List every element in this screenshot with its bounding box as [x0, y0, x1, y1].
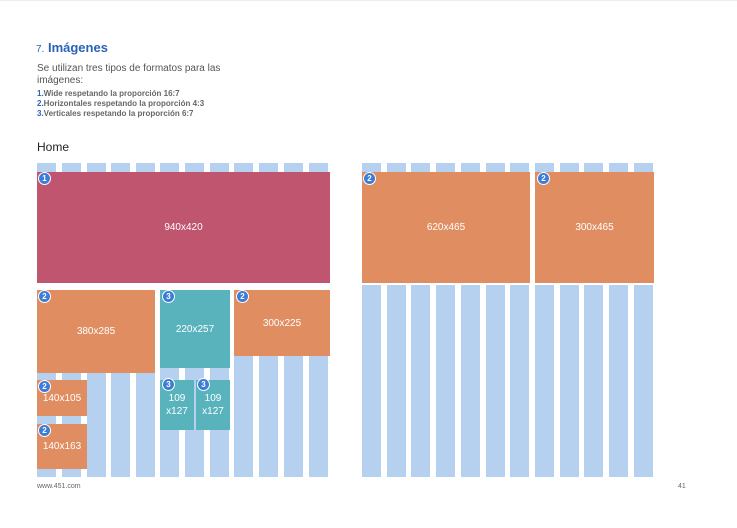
rule-vertical: 3.Verticales respetando la proporción 6:… — [37, 109, 194, 118]
image-size-label: 140x163 — [42, 441, 82, 452]
grid-heading: Home — [37, 140, 70, 154]
image-size-label: 940x420 — [164, 222, 203, 233]
image-size-label: 620x465 — [426, 222, 466, 233]
rule-text: Wide respetando la proporción 16:7 — [43, 89, 180, 98]
top-rule — [0, 0, 737, 1]
image-vertical-220x257: 220x257 — [160, 290, 230, 368]
row-gutter — [362, 283, 654, 285]
image-size-label: 380x285 — [76, 326, 116, 337]
rule-horizontal: 2.Horizontales respetando la proporción … — [37, 99, 204, 108]
image-size-label: 220x257 — [175, 323, 215, 335]
format-badge: 2 — [236, 290, 249, 303]
image-horizontal-620x465: 620x465 — [362, 172, 530, 283]
format-badge: 2 — [38, 380, 51, 393]
format-badge: 2 — [363, 172, 376, 185]
row-gutter — [37, 283, 330, 290]
section-name: Imágenes — [47, 40, 108, 55]
rule-text: Verticales respetando la proporción 6:7 — [43, 109, 194, 118]
format-badge: 3 — [162, 290, 175, 303]
image-size-label: 300x225 — [262, 317, 302, 329]
section-number: 7. — [36, 44, 45, 55]
image-wide-940x420: 940x420 — [37, 172, 330, 283]
footer-url: www.451.com — [37, 483, 81, 490]
label-line: 109 — [204, 393, 222, 404]
format-badge: 2 — [38, 290, 51, 303]
page-number: 41 — [678, 483, 686, 490]
image-horizontal-300x225: 300x225 — [234, 290, 330, 356]
image-size-label: 109 x127 — [166, 392, 188, 418]
image-horizontal-300x465: 300x465 — [535, 172, 654, 283]
rule-text: Horizontales respetando la proporción 4:… — [43, 99, 205, 108]
rule-wide: 1.Wide respetando la proporción 16:7 — [37, 89, 180, 98]
label-line: 109 — [168, 393, 186, 404]
format-badge: 3 — [162, 378, 175, 391]
format-badge: 2 — [38, 424, 51, 437]
label-line: x127 — [166, 406, 188, 417]
format-badge: 2 — [537, 172, 550, 185]
rule-number: 3. — [37, 109, 44, 118]
image-size-label: 140x105 — [42, 392, 82, 404]
image-size-label: 109 x127 — [202, 392, 224, 418]
label-line: x127 — [202, 406, 224, 417]
format-badge: 1 — [38, 172, 51, 185]
section-title: 7. Imágenes — [36, 40, 108, 55]
image-size-label: 300x465 — [575, 222, 614, 233]
image-horizontal-380x285: 380x285 — [37, 290, 155, 373]
rule-number: 1. — [37, 89, 44, 98]
intro-text: Se utilizan tres tipos de formatos para … — [37, 63, 221, 86]
format-badge: 3 — [197, 378, 210, 391]
rule-number: 2. — [37, 99, 44, 108]
